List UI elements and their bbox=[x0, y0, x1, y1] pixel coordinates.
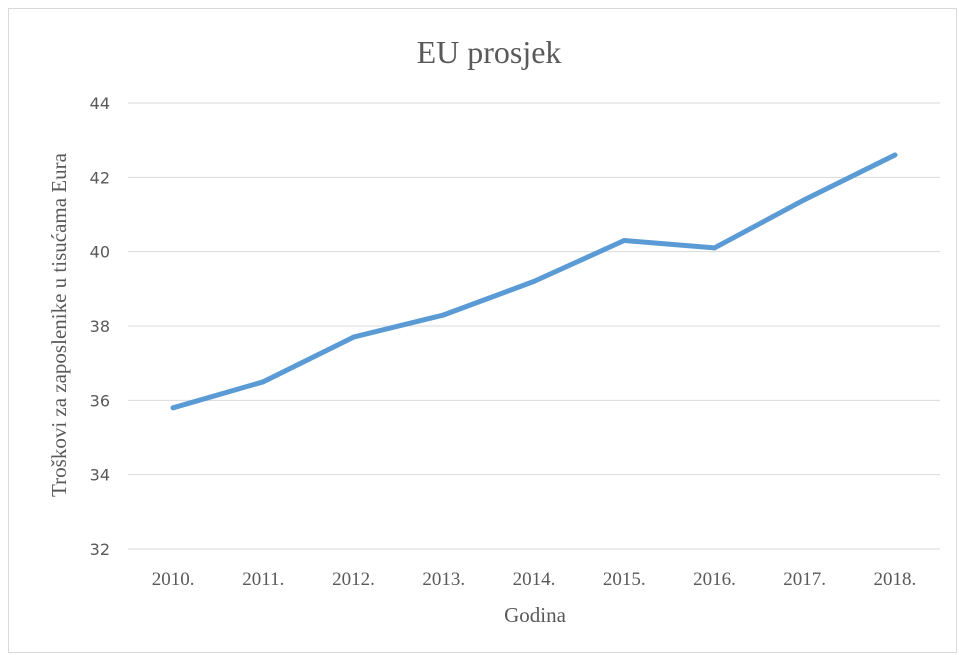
x-tick-label: 2017. bbox=[783, 569, 826, 590]
x-tick-label: 2011. bbox=[242, 569, 284, 590]
y-tick-label: 40 bbox=[90, 243, 110, 262]
x-tick-label: 2010. bbox=[152, 569, 195, 590]
series-group bbox=[170, 152, 898, 411]
gridlines bbox=[128, 102, 940, 550]
data-point bbox=[170, 405, 176, 411]
data-point bbox=[531, 278, 537, 284]
x-tick-label: 2015. bbox=[603, 569, 646, 590]
y-axis-ticks: 32 34 36 38 40 42 44 bbox=[90, 94, 110, 559]
data-point bbox=[892, 152, 898, 158]
y-tick-label: 38 bbox=[90, 317, 110, 336]
data-point bbox=[621, 238, 627, 244]
x-tick-label: 2012. bbox=[332, 569, 375, 590]
y-tick-label: 32 bbox=[90, 540, 110, 559]
x-axis-title: Godina bbox=[504, 603, 567, 627]
data-point bbox=[802, 197, 808, 203]
y-tick-label: 34 bbox=[90, 466, 110, 485]
y-tick-label: 36 bbox=[90, 391, 110, 410]
x-axis-ticks: 2010. 2011. 2012. 2013. 2014. 2015. 2016. 2017.… bbox=[152, 569, 917, 590]
x-tick-label: 2014. bbox=[513, 569, 556, 590]
y-axis-title: Troškovi za zaposlenike u tisućama Eura bbox=[47, 152, 71, 497]
chart-title: EU prosjek bbox=[417, 34, 562, 70]
x-tick-label: 2018. bbox=[874, 569, 917, 590]
x-tick-label: 2013. bbox=[422, 569, 465, 590]
data-point bbox=[441, 312, 447, 318]
data-point bbox=[260, 379, 266, 385]
y-tick-label: 42 bbox=[90, 168, 110, 187]
data-point bbox=[351, 334, 357, 340]
y-tick-label: 44 bbox=[90, 94, 110, 113]
x-tick-label: 2016. bbox=[693, 569, 736, 590]
chart-area bbox=[8, 8, 957, 653]
data-point bbox=[711, 245, 717, 251]
